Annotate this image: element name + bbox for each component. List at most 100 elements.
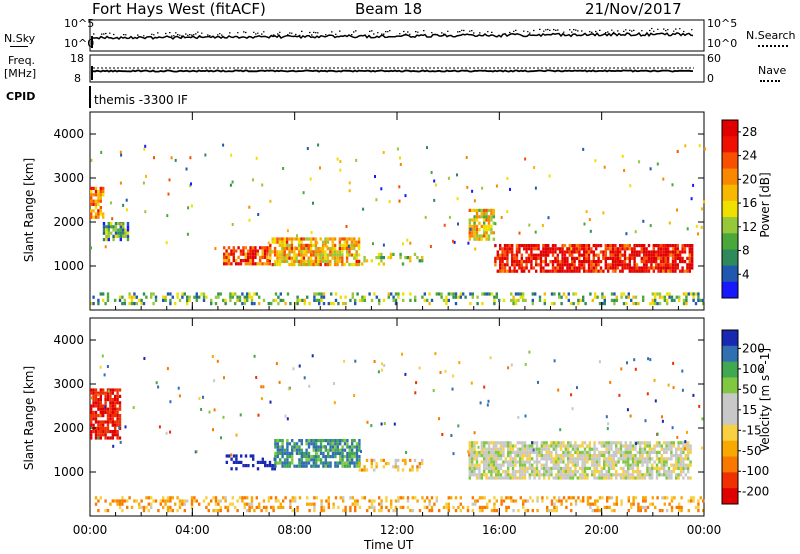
nsky-strip-frame: [89, 19, 705, 52]
power-colorbar-tick-2: 12: [742, 220, 757, 234]
power-colorbar-segment-5: [722, 200, 738, 218]
velocity-colorbar-tick-0: 200: [742, 341, 765, 355]
velocity-colorbar-segment-9: [722, 472, 738, 489]
power-panel-frame: [89, 111, 705, 311]
velocity-colorbar-tick-7: -200: [742, 485, 769, 499]
power-colorbar-tick-0: 4: [742, 267, 750, 281]
power-ylabel: Slant Range [km]: [22, 157, 36, 263]
velocity-panel-frame: [89, 317, 705, 517]
nsky-legend-line: [10, 46, 28, 47]
xtick-2: 08:00: [277, 523, 312, 537]
velocity-region-4: [468, 441, 692, 480]
velocity-region-0: [90, 388, 122, 440]
nsky-label: N.Sky: [4, 32, 36, 45]
station-title: Fort Hays West (fitACF): [92, 0, 266, 18]
nsky-trace: [93, 31, 694, 40]
power-colorbar-segment-3: [722, 168, 738, 186]
power-colorbar-segment-1: [722, 136, 738, 153]
velocity-colorbar-segment-2: [722, 361, 738, 378]
power-colorbar-label: Power [dB]: [758, 172, 772, 238]
xtick-5: 20:00: [584, 523, 619, 537]
nsearch-tick-top: 10^5: [707, 17, 738, 30]
velocity-region-5: [94, 496, 705, 513]
power-ytick-2: 3000: [53, 171, 84, 185]
velocity-colorbar-segment-3: [722, 377, 738, 394]
power-colorbar-segment-10: [722, 281, 738, 299]
nsearch-tick-bottom: 10^0: [707, 37, 738, 50]
power-colorbar-segment-9: [722, 265, 738, 283]
power-region-6: [494, 244, 694, 273]
velocity-colorbar-segment-8: [722, 456, 738, 473]
power-colorbar-segment-8: [722, 249, 738, 267]
velocity-colorbar-segment-7: [722, 440, 738, 458]
x-axis-title: Time UT: [364, 538, 414, 552]
power-region-2: [223, 246, 271, 266]
nsky-tick-bottom: 10^0: [64, 37, 95, 50]
cpid-label: CPID: [6, 90, 36, 103]
velocity-colorbar-tick-4: -15: [742, 423, 762, 437]
power-region-0: [90, 186, 105, 219]
freq-tick-top: 18: [70, 52, 84, 65]
velocity-ytick-0: 1000: [53, 465, 84, 479]
velocity-colorbar-segment-1: [722, 345, 738, 363]
freq-label: Freq.: [8, 54, 36, 67]
xtick-3: 12:00: [380, 523, 415, 537]
cpid-text: themis -3300 IF: [94, 93, 188, 107]
velocity-ytick-2: 3000: [53, 377, 84, 391]
power-region-5: [468, 208, 495, 241]
power-region-4: [361, 252, 424, 266]
freq-unit-label: [MHz]: [4, 67, 37, 80]
power-colorbar-frame: [721, 119, 739, 299]
velocity-region-3: [358, 458, 424, 472]
velocity-colorbar-tick-1: 100: [742, 362, 765, 376]
velocity-scatter: [91, 350, 704, 457]
power-colorbar-tick-3: 16: [742, 196, 757, 210]
velocity-colorbar-label: Velocity [m s^-1]: [758, 347, 772, 453]
velocity-colorbar-segment-4: [722, 393, 738, 410]
velocity-region-2: [274, 439, 361, 468]
nsearch-label: N.Search: [746, 29, 796, 42]
velocity-ytick-3: 4000: [53, 333, 84, 347]
power-colorbar-segment-6: [722, 217, 738, 234]
velocity-colorbar-segment-0: [722, 330, 738, 347]
nave-tick-bottom: 0: [707, 72, 714, 85]
power-region-1: [102, 222, 130, 242]
power-colorbar-segment-0: [722, 120, 738, 137]
beam-title: Beam 18: [355, 0, 423, 18]
velocity-region-1: [225, 454, 276, 471]
velocity-colorbar-tick-6: -100: [742, 464, 769, 478]
power-colorbar-tick-6: 28: [742, 125, 757, 139]
velocity-colorbar-segment-6: [722, 424, 738, 442]
nave-tick-top: 60: [707, 52, 721, 65]
velocity-colorbar-segment-10: [722, 488, 738, 505]
velocity-colorbar-tick-3: 15: [742, 403, 757, 417]
date-title: 21/Nov/2017: [585, 0, 682, 18]
xtick-1: 04:00: [175, 523, 210, 537]
xtick-6: 00:00: [687, 523, 722, 537]
power-colorbar-segment-7: [722, 233, 738, 250]
power-colorbar-segment-2: [722, 152, 738, 170]
power-colorbar-tick-5: 24: [742, 149, 757, 163]
nsearch-legend-line: [758, 45, 788, 47]
velocity-ytick-1: 2000: [53, 421, 84, 435]
power-ytick-1: 2000: [53, 215, 84, 229]
power-colorbar-tick-4: 20: [742, 172, 757, 186]
power-ytick-0: 1000: [53, 259, 84, 273]
power-region-7: [90, 292, 705, 306]
velocity-ylabel: Slant Range [km]: [22, 365, 36, 471]
xtick-0: 00:00: [73, 523, 108, 537]
freq-tick-bottom: 8: [74, 72, 81, 85]
power-ytick-3: 4000: [53, 127, 84, 141]
nsky-tick-top: 10^5: [64, 17, 95, 30]
nave-legend-line: [760, 80, 780, 82]
power-colorbar-segment-4: [722, 184, 738, 202]
velocity-colorbar-tick-5: -50: [742, 444, 762, 458]
freq-trace: [92, 69, 694, 73]
velocity-colorbar-segment-5: [722, 409, 738, 426]
nsearch-trace: [93, 27, 693, 37]
power-colorbar-tick-1: 8: [742, 244, 750, 258]
power-region-3: [269, 237, 361, 267]
velocity-colorbar-frame: [721, 329, 739, 505]
velocity-colorbar-tick-2: 50: [742, 382, 757, 396]
